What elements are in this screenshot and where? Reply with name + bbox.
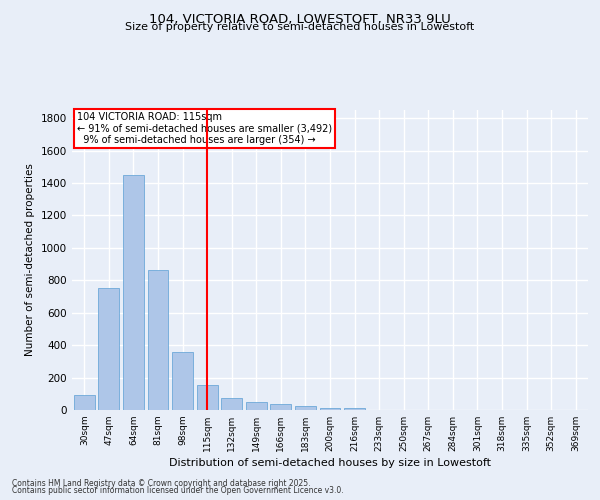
Bar [344, 408, 365, 410]
Bar [74, 396, 95, 410]
Bar [246, 402, 267, 410]
X-axis label: Distribution of semi-detached houses by size in Lowestoft: Distribution of semi-detached houses by … [169, 458, 491, 468]
Text: 104, VICTORIA ROAD, LOWESTOFT, NR33 9LU: 104, VICTORIA ROAD, LOWESTOFT, NR33 9LU [149, 12, 451, 26]
Bar [320, 408, 340, 410]
Bar [123, 175, 144, 410]
Text: Contains public sector information licensed under the Open Government Licence v3: Contains public sector information licen… [12, 486, 344, 495]
Bar [271, 404, 292, 410]
Bar [221, 398, 242, 410]
Bar [98, 288, 119, 410]
Text: Contains HM Land Registry data © Crown copyright and database right 2025.: Contains HM Land Registry data © Crown c… [12, 478, 311, 488]
Bar [172, 352, 193, 410]
Bar [197, 385, 218, 410]
Bar [148, 270, 169, 410]
Y-axis label: Number of semi-detached properties: Number of semi-detached properties [25, 164, 35, 356]
Bar [295, 406, 316, 410]
Text: 104 VICTORIA ROAD: 115sqm
← 91% of semi-detached houses are smaller (3,492)
  9%: 104 VICTORIA ROAD: 115sqm ← 91% of semi-… [77, 112, 332, 144]
Text: Size of property relative to semi-detached houses in Lowestoft: Size of property relative to semi-detach… [125, 22, 475, 32]
